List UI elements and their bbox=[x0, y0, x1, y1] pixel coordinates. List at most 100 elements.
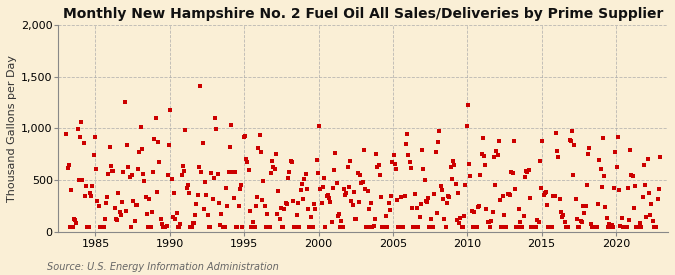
Point bbox=[524, 196, 535, 200]
Point bbox=[485, 224, 495, 229]
Point bbox=[223, 170, 234, 175]
Point bbox=[609, 186, 620, 190]
Point bbox=[580, 204, 591, 208]
Point bbox=[154, 160, 165, 164]
Point bbox=[391, 167, 402, 171]
Point bbox=[274, 217, 285, 221]
Point bbox=[483, 220, 493, 224]
Point bbox=[547, 224, 558, 229]
Point bbox=[543, 224, 554, 229]
Point bbox=[159, 224, 169, 229]
Point bbox=[421, 199, 431, 204]
Point bbox=[99, 217, 110, 221]
Point bbox=[655, 155, 666, 159]
Point bbox=[217, 224, 228, 229]
Point bbox=[356, 181, 367, 185]
Point bbox=[205, 224, 215, 229]
Point bbox=[610, 150, 621, 155]
Point bbox=[388, 152, 399, 157]
Point bbox=[506, 169, 516, 174]
Point bbox=[422, 200, 433, 204]
Point bbox=[107, 168, 117, 173]
Point bbox=[450, 182, 461, 186]
Point bbox=[496, 224, 507, 229]
Point bbox=[197, 141, 208, 145]
Point bbox=[606, 223, 617, 227]
Point bbox=[532, 218, 543, 222]
Point bbox=[249, 224, 260, 229]
Point bbox=[273, 189, 284, 194]
Point bbox=[262, 212, 273, 216]
Point bbox=[372, 164, 383, 169]
Point bbox=[126, 224, 136, 229]
Point bbox=[461, 123, 472, 128]
Point bbox=[566, 138, 576, 143]
Point bbox=[265, 171, 276, 175]
Point bbox=[634, 224, 645, 229]
Point bbox=[315, 186, 326, 191]
Point bbox=[171, 210, 182, 215]
Point bbox=[393, 224, 404, 229]
Point bbox=[589, 224, 599, 229]
Point bbox=[346, 198, 357, 203]
Point bbox=[196, 170, 207, 174]
Point bbox=[341, 191, 352, 195]
Point bbox=[429, 191, 440, 196]
Point bbox=[544, 224, 555, 229]
Point bbox=[96, 224, 107, 229]
Point bbox=[347, 203, 358, 207]
Point bbox=[254, 133, 265, 138]
Point bbox=[591, 224, 602, 229]
Point bbox=[289, 224, 300, 229]
Point bbox=[410, 224, 421, 229]
Point bbox=[81, 183, 92, 188]
Point bbox=[624, 218, 634, 222]
Point bbox=[61, 132, 72, 136]
Point bbox=[166, 176, 177, 181]
Point bbox=[627, 174, 638, 178]
Point bbox=[562, 224, 572, 229]
Point bbox=[105, 144, 115, 149]
Point bbox=[63, 163, 74, 167]
Point bbox=[649, 224, 660, 229]
Point bbox=[227, 170, 238, 174]
Point bbox=[244, 209, 255, 213]
Point bbox=[296, 181, 307, 186]
Point bbox=[263, 224, 274, 229]
Point bbox=[348, 190, 359, 194]
Point bbox=[294, 224, 304, 229]
Point bbox=[200, 180, 211, 185]
Point bbox=[600, 205, 611, 209]
Point bbox=[306, 224, 317, 229]
Point bbox=[649, 224, 659, 229]
Point bbox=[507, 170, 518, 175]
Point bbox=[472, 205, 483, 209]
Point bbox=[301, 186, 312, 191]
Point bbox=[151, 190, 162, 194]
Point bbox=[77, 178, 88, 182]
Point bbox=[455, 215, 466, 220]
Point bbox=[564, 138, 575, 143]
Point bbox=[560, 224, 571, 229]
Point bbox=[339, 187, 350, 191]
Point bbox=[619, 224, 630, 229]
Point bbox=[588, 224, 599, 229]
Point bbox=[292, 213, 302, 218]
Point bbox=[375, 173, 385, 177]
Point bbox=[510, 186, 520, 191]
Point bbox=[652, 197, 663, 202]
Point bbox=[464, 162, 475, 166]
Point bbox=[616, 216, 627, 221]
Point bbox=[470, 224, 481, 229]
Point bbox=[533, 219, 544, 224]
Point bbox=[603, 222, 614, 226]
Point bbox=[558, 213, 569, 218]
Point bbox=[313, 170, 323, 175]
Point bbox=[71, 221, 82, 225]
Point bbox=[336, 219, 347, 223]
Point bbox=[86, 194, 97, 198]
Point bbox=[423, 196, 433, 200]
Point bbox=[443, 194, 454, 198]
Point bbox=[605, 224, 616, 229]
Point bbox=[142, 224, 153, 229]
